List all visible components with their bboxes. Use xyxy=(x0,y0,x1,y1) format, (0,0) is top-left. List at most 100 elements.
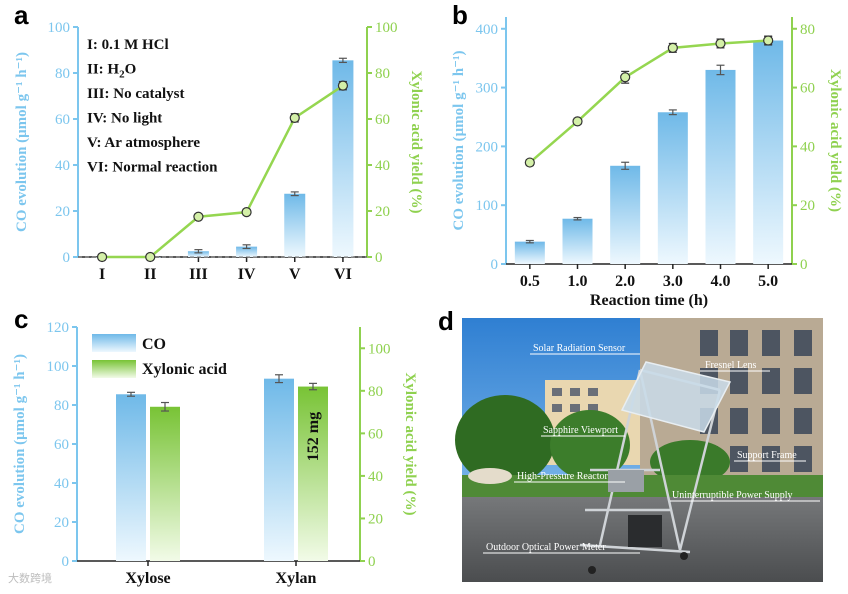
panel-a-legend-entry: II: H2O xyxy=(87,62,136,81)
panel-c-y-axis-title: CO evolution (μmol g⁻¹ h⁻¹) xyxy=(12,354,28,534)
panel-c-left-tick-label: 20 xyxy=(54,515,69,531)
panel-b-bar-co xyxy=(753,40,784,265)
panel-a-bar-co xyxy=(332,60,354,257)
panel-label-d: d xyxy=(438,306,454,336)
panel-b-x-tick-label: 4.0 xyxy=(711,273,731,290)
panel-c-left-tick-label: 60 xyxy=(54,437,69,453)
panel-b-y2-axis-title: Xylonic acid yield (%) xyxy=(827,69,843,212)
panel-b-right-tick-label: 40 xyxy=(800,139,815,155)
panel-d-photo: Solar Radiation Sensor Fresnel Lens Sapp… xyxy=(455,318,823,582)
panel-a-left-tick-label: 60 xyxy=(55,112,70,128)
panel-b-line-point xyxy=(620,72,631,83)
panel-b-line-point xyxy=(667,42,678,53)
photo-tree-mid xyxy=(550,410,630,480)
panel-c-bar-co xyxy=(264,378,294,561)
panel-a-legend-entry: I: 0.1 M HCl xyxy=(87,37,169,53)
panel-label-b: b xyxy=(452,0,468,30)
panel-a-bar-co xyxy=(284,193,306,257)
panel-a-left-tick-label: 40 xyxy=(55,158,70,174)
watermark: 大数跨境 xyxy=(8,571,52,585)
panel-c-bar-xylonic xyxy=(150,406,180,561)
panel-c-x-tick-label: Xylan xyxy=(276,570,317,587)
panel-c-legend-swatch-xylonic xyxy=(92,360,136,378)
panel-a-right-tick-label: 80 xyxy=(375,66,390,82)
panel-c-bar-xylonic xyxy=(298,386,328,561)
photo-label-high-pressure-reactor: High-Pressure Reactor xyxy=(517,471,608,482)
panel-a-legend-entry: IV: No light xyxy=(87,111,162,127)
panel-c-bar-co xyxy=(116,394,146,561)
panel-b-x-tick-label: 3.0 xyxy=(663,273,683,290)
panel-a-series-line-xylonic xyxy=(102,84,344,259)
panel-b-bar-co xyxy=(657,112,688,265)
panel-c-y2-axis-title: Xylonic acid yield (%) xyxy=(402,373,418,516)
photo-fresnel-lens xyxy=(620,361,732,433)
panel-b-left-tick-label: 100 xyxy=(476,198,499,214)
panel-a-x-tick-label: V xyxy=(289,266,301,283)
panel-a-right-tick-label: 40 xyxy=(375,158,390,174)
panel-a-line-point xyxy=(96,251,108,263)
panel-a-legend-entry: III: No catalyst xyxy=(87,86,185,102)
panel-c-right-tick-label: 100 xyxy=(368,341,391,357)
panel-a-right-tick-label: 20 xyxy=(375,204,390,220)
panel-c-left-tick-label: 80 xyxy=(54,398,69,414)
photo-rock xyxy=(468,468,512,484)
panel-a-x-tick-label: II xyxy=(144,266,156,283)
photo-label-uninterruptible-power-supply: Uninterruptible Power Supply xyxy=(672,490,793,501)
panel-b-left-tick-label: 300 xyxy=(476,81,499,97)
panel-a-y-axis-title: CO evolution (μmol g⁻¹ h⁻¹) xyxy=(14,52,30,232)
panel-a-legend-entry: V: Ar atmosphere xyxy=(87,135,200,151)
panel-a-left-tick-label: 100 xyxy=(48,20,71,36)
panel-b-bar-co xyxy=(610,165,641,264)
panel-a-right-tick-label: 0 xyxy=(375,250,383,266)
panel-c-left-tick-label: 120 xyxy=(47,320,70,336)
panel-b-x-axis-title: Reaction time (h) xyxy=(590,292,708,309)
panel-c-left-tick-label: 100 xyxy=(47,359,70,375)
photo-reactor xyxy=(608,470,644,492)
panel-a-line-point xyxy=(289,112,300,123)
photo-label-fresnel-lens: Fresnel Lens xyxy=(705,360,756,371)
panel-label-a: a xyxy=(14,0,29,30)
panel-b-x-tick-label: 5.0 xyxy=(758,273,778,290)
photo-label-support-frame: Support Frame xyxy=(737,450,797,461)
panel-c-left-tick-label: 40 xyxy=(54,476,69,492)
photo-label-sapphire-viewport: Sapphire Viewport xyxy=(543,425,618,436)
panel-b-left-tick-label: 0 xyxy=(491,257,499,273)
panel-a-line-point xyxy=(241,207,252,218)
panel-b-chart: 0 100 200 300 400 0 20 40 60 80 CO evolution (μmol… xyxy=(451,17,843,309)
panel-a-x-tick-label: IV xyxy=(238,266,256,283)
panel-b-line-point xyxy=(524,157,535,168)
panel-a-line-point xyxy=(193,211,204,222)
panel-a-x-tick-label: III xyxy=(189,266,208,283)
panel-b-x-tick-label: 0.5 xyxy=(520,273,540,290)
panel-c-legend-label-xylonic: Xylonic acid xyxy=(142,361,227,378)
panel-a-bar-co xyxy=(236,246,258,257)
panel-c-right-tick-label: 20 xyxy=(368,511,383,527)
panel-b-right-tick-label: 60 xyxy=(800,81,815,97)
panel-a-line-point xyxy=(145,251,156,263)
panel-a-x-tick-label: I xyxy=(99,266,105,283)
panel-a-chart: 0 20 40 60 80 100 0 20 40 60 80 100 CO evolution (μm… xyxy=(14,20,424,283)
panel-a-left-tick-label: 20 xyxy=(55,204,70,220)
photo-label-outdoor-optical-power-meter: Outdoor Optical Power Meter xyxy=(486,542,606,553)
panel-b-right-tick-label: 20 xyxy=(800,198,815,214)
panel-a-y2-axis-title: Xylonic acid yield (%) xyxy=(408,71,424,214)
panel-c-x-tick-label: Xylose xyxy=(125,570,170,587)
photo-bush-right xyxy=(650,440,730,484)
panel-b-right-tick-label: 80 xyxy=(800,22,815,38)
panel-b-right-tick-label: 0 xyxy=(800,257,808,273)
panel-b-left-tick-label: 400 xyxy=(476,22,499,38)
panel-c-right-tick-label: 40 xyxy=(368,469,383,485)
photo-power-supply xyxy=(628,515,662,547)
panel-b-line-point xyxy=(715,38,726,49)
panel-b-bar-co xyxy=(514,241,545,264)
panel-a-x-tick-label: VI xyxy=(334,266,352,283)
panel-b-line-point xyxy=(763,35,774,46)
photo-tree-left xyxy=(455,395,555,485)
panel-c-right-tick-label: 0 xyxy=(368,554,376,570)
panel-label-c: c xyxy=(14,304,28,334)
panel-b-y-axis-title: CO evolution (μmol g⁻¹ h⁻¹) xyxy=(451,50,467,230)
panel-c-left-tick-label: 0 xyxy=(62,554,70,570)
panel-c-legend-label-co: CO xyxy=(142,336,166,353)
panel-a-left-tick-label: 0 xyxy=(63,250,71,266)
